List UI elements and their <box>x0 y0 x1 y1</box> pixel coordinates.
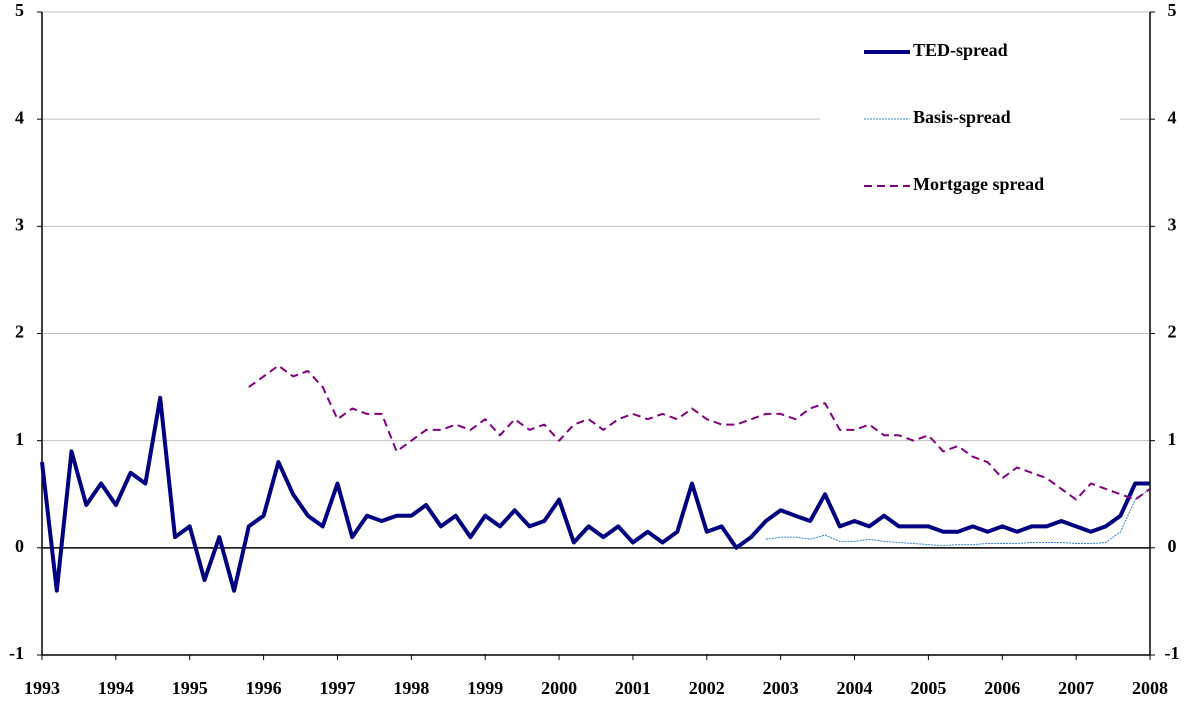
x-tick-label: 2003 <box>763 678 799 698</box>
series-line <box>40 395 1150 593</box>
x-tick-label: 1997 <box>319 678 355 698</box>
x-tick-label: 2004 <box>837 678 873 698</box>
y2-tick-label: 2 <box>1168 322 1177 342</box>
legend-label: Basis-spread <box>913 107 1011 127</box>
x-tick-label: 2006 <box>984 678 1020 698</box>
y-tick-label: 4 <box>15 107 24 127</box>
y-tick-label: 0 <box>15 536 24 556</box>
y-tick-label: 2 <box>15 322 24 342</box>
x-tick-label: 1996 <box>246 678 282 698</box>
x-tick-label: 1998 <box>393 678 429 698</box>
y-tick-label: -1 <box>9 643 24 663</box>
x-tick-label: 2000 <box>541 678 577 698</box>
series-line <box>765 488 1151 547</box>
legend-box <box>820 30 1120 220</box>
x-tick-label: 2001 <box>615 678 651 698</box>
y2-tick-label: 5 <box>1168 0 1177 20</box>
x-tick-label: 1993 <box>24 678 60 698</box>
x-tick-label: 1999 <box>467 678 503 698</box>
y-tick-label: 1 <box>15 429 24 449</box>
x-tick-label: 2005 <box>910 678 946 698</box>
x-tick-label: 2007 <box>1058 678 1094 698</box>
x-tick-label: 1995 <box>172 678 208 698</box>
legend-label: TED-spread <box>913 40 1008 60</box>
y2-tick-label: 4 <box>1168 107 1177 127</box>
x-tick-label: 2002 <box>689 678 725 698</box>
legend-label: Mortgage spread <box>913 174 1044 194</box>
y2-tick-label: 1 <box>1168 429 1177 449</box>
y2-tick-label: 0 <box>1168 536 1177 556</box>
y-tick-label: 5 <box>15 0 24 20</box>
x-tick-label: 1994 <box>98 678 134 698</box>
y-tick-label: 3 <box>15 214 24 234</box>
x-tick-label: 2008 <box>1132 678 1168 698</box>
y2-tick-label: 3 <box>1168 214 1177 234</box>
y2-tick-label: -1 <box>1165 643 1180 663</box>
series-line <box>248 364 1151 501</box>
